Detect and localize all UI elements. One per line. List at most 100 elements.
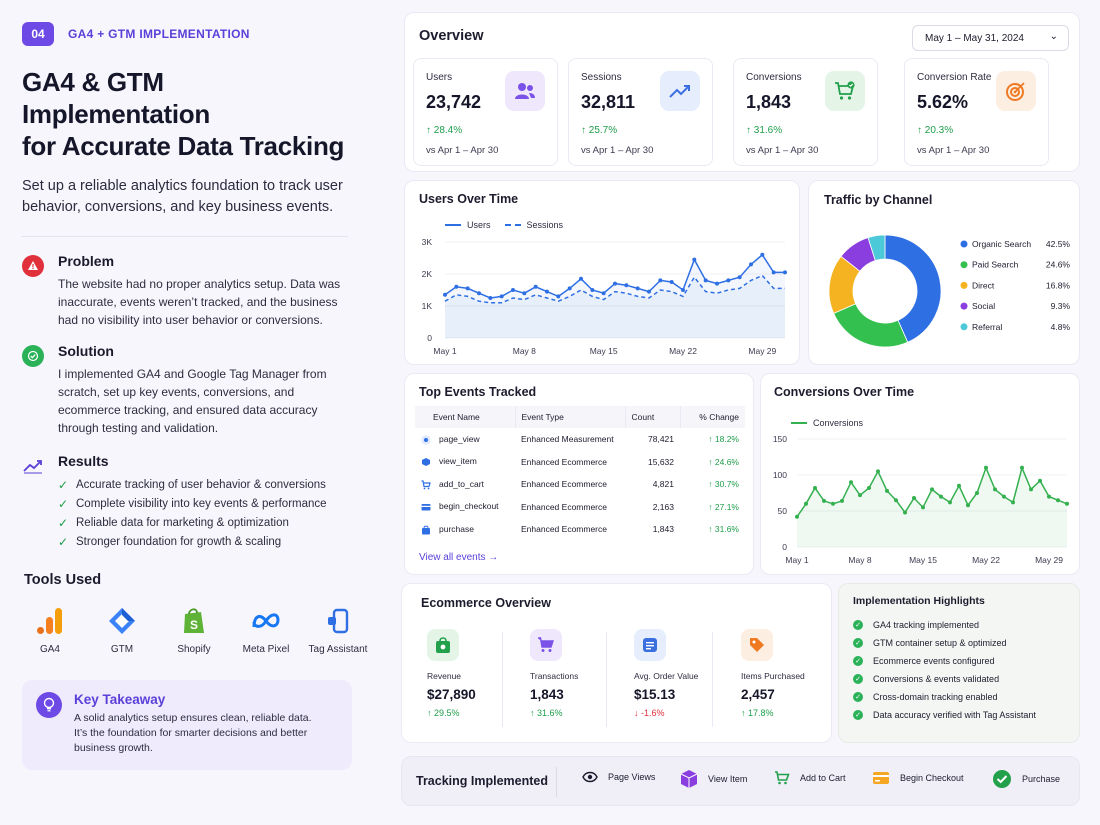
data-point: [658, 278, 663, 283]
eye-icon: [582, 771, 598, 783]
table-row[interactable]: view_item Enhanced Ecommerce 15,632 ↑ 24…: [415, 451, 745, 474]
donut-slice-paid-search: [833, 303, 909, 348]
events-table: Event Name Event Type Count % Change pag…: [415, 406, 745, 541]
table-row[interactable]: add_to_cart Enhanced Ecommerce 4,821 ↑ 3…: [415, 473, 745, 496]
top-events-card: Top Events Tracked Event Name Event Type…: [404, 373, 754, 575]
tracking-item-add-to-cart: Add to Cart: [774, 771, 846, 785]
x-tick-label: May 15: [909, 555, 937, 565]
problem-body: The website had no proper analytics setu…: [58, 277, 341, 327]
tool-shopify: S Shopify: [158, 606, 230, 655]
cart-check-icon: [825, 71, 865, 111]
legend-conversions-swatch: [791, 422, 807, 424]
table-header-row: Event Name Event Type Count % Change: [415, 406, 745, 428]
data-point: [647, 289, 651, 294]
col-event-name[interactable]: Event Name: [415, 406, 516, 428]
data-point: [912, 496, 916, 501]
tool-tag-assistant: Tag Assistant: [302, 606, 374, 655]
tracking-title: Tracking Implemented: [416, 774, 548, 788]
y-tick-label: 2K: [422, 269, 433, 279]
tool-gtm: GTM: [86, 606, 158, 655]
gtm-logo-icon: [109, 608, 135, 634]
data-point: [681, 288, 685, 292]
data-point: [885, 488, 889, 493]
legend-users-swatch: [445, 224, 461, 226]
card-icon: [421, 504, 431, 511]
data-point: [737, 275, 742, 280]
conversions-over-time-card: Conversions Over Time Conversions 0 50 100…: [760, 373, 1080, 575]
col-change[interactable]: % Change: [680, 406, 745, 428]
data-point: [1038, 478, 1042, 483]
data-point: [760, 252, 765, 257]
donut-slice-referral: [867, 234, 886, 262]
conversions-over-time-title: Conversions Over Time: [774, 385, 915, 399]
table-row[interactable]: begin_checkout Enhanced Ecommerce 2,163 …: [415, 496, 745, 519]
date-range-value: May 1 – May 31, 2024: [925, 32, 1024, 44]
data-point: [813, 485, 817, 490]
cube-icon: [680, 770, 698, 788]
check-icon: ✓: [58, 515, 69, 530]
x-tick-label: May 1: [433, 346, 456, 356]
highlights-title: Implementation Highlights: [853, 595, 985, 607]
cube-icon: [422, 458, 430, 467]
data-point: [930, 487, 934, 492]
legend-label: Paid Search: [972, 260, 1019, 270]
col-event-type[interactable]: Event Type: [515, 406, 626, 428]
series-area: [445, 254, 785, 338]
check-icon: ✓: [58, 496, 69, 511]
data-point: [975, 491, 979, 495]
trend-icon: [660, 71, 700, 111]
data-point: [948, 500, 952, 505]
y-tick-label: 0: [427, 333, 432, 343]
data-point: [590, 288, 595, 292]
data-point: [465, 286, 470, 291]
date-range-select[interactable]: May 1 – May 31, 2024 ⌄: [912, 25, 1069, 51]
legend-value: 9.3%: [1051, 301, 1071, 311]
tools-title: Tools Used: [24, 572, 102, 588]
cart-icon: [421, 480, 431, 490]
kpi-conversions: Conversions 1,843 ↑ 31.6% vs Apr 1 – Apr…: [733, 58, 878, 166]
data-point: [613, 281, 617, 286]
kpi-sessions: Sessions 32,811 ↑ 25.7% vs Apr 1 – Apr 3…: [568, 58, 713, 166]
legend-label: Organic Search: [972, 239, 1031, 249]
list-item: ✓ Reliable data for marketing & optimizat…: [58, 515, 289, 530]
divider: [712, 632, 713, 727]
list-item: ✓ Ecommerce events configured: [853, 652, 1036, 670]
key-takeaway-box: Key Takeaway A solid analytics setup ens…: [22, 680, 352, 770]
tag-assistant-logo-icon: [328, 608, 349, 634]
data-point: [903, 510, 907, 515]
data-point: [921, 505, 925, 510]
overview-title: Overview: [419, 28, 484, 44]
tracking-implemented-bar: Tracking Implemented Page Views View Ite…: [401, 756, 1080, 806]
check-circle-icon: ✓: [853, 710, 863, 720]
view-all-events-link[interactable]: View all events →: [419, 552, 499, 563]
bag-icon: [427, 629, 459, 661]
problem-section: Problem The website had no proper analyt…: [22, 253, 352, 329]
check-circle-icon: ✓: [853, 674, 863, 684]
legend-label: Referral: [972, 322, 1002, 332]
kpi-conversion-rate: Conversion Rate 5.62% ↑ 20.3% vs Apr 1 –…: [904, 58, 1049, 166]
data-point: [443, 292, 447, 297]
legend-value: 24.6%: [1046, 260, 1071, 270]
tracking-item-begin-checkout: Begin Checkout: [872, 771, 964, 785]
page-subtitle: Set up a reliable analytics foundation t…: [22, 178, 343, 215]
trend-up-icon: [22, 455, 44, 477]
svg-text:S: S: [190, 618, 198, 632]
legend-swatch: [960, 302, 968, 310]
table-row[interactable]: page_view Enhanced Measurement 78,421 ↑ …: [415, 428, 745, 451]
receipt-icon: [634, 629, 666, 661]
solution-title: Solution: [58, 343, 114, 359]
list-item: ✓ Cross-domain tracking enabled: [853, 688, 1036, 706]
col-count[interactable]: Count: [625, 406, 681, 428]
data-point: [771, 270, 776, 275]
list-item: ✓ Complete visibility into key events & p…: [58, 496, 327, 511]
cart-icon: [530, 629, 562, 661]
legend-value: 4.8%: [1051, 322, 1071, 332]
table-row[interactable]: purchase Enhanced Ecommerce 1,843 ↑ 31.6…: [415, 518, 745, 541]
problem-title: Problem: [58, 253, 115, 269]
data-point: [703, 278, 708, 283]
conversions-over-time-chart: 0 50 100 150 May 1 May 8 May 15 May 22 May 29: [773, 434, 1069, 565]
data-point: [533, 284, 538, 289]
y-tick-label: 1K: [422, 301, 433, 311]
data-point: [822, 498, 826, 503]
eye-icon: [421, 435, 431, 445]
